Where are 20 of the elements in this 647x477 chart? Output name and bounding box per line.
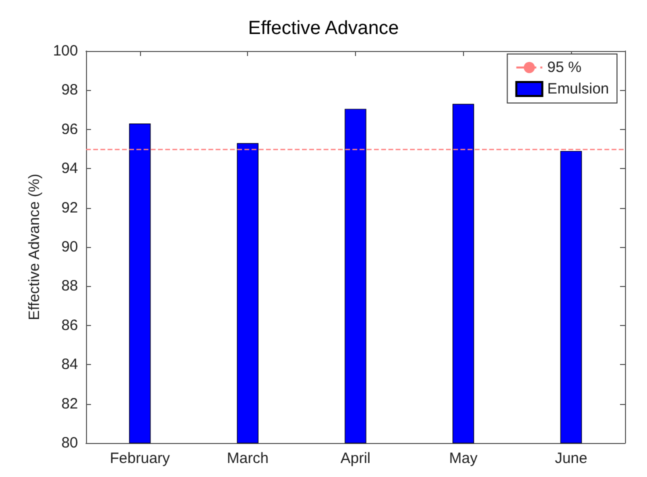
legend-label: 95 % xyxy=(547,59,582,76)
y-tick-label: 84 xyxy=(61,356,78,374)
y-tick-label: 82 xyxy=(61,395,78,412)
x-tick-label: February xyxy=(110,450,170,467)
y-tick-label: 86 xyxy=(61,316,78,334)
y-tick-label: 88 xyxy=(61,278,78,295)
chart-title: Effective Advance xyxy=(248,18,399,39)
y-tick-label: 96 xyxy=(61,120,78,138)
y-tick-label: 92 xyxy=(61,199,78,216)
x-tick-label: March xyxy=(226,450,269,467)
y-tick-label: 94 xyxy=(61,160,78,178)
y-tick-label: 80 xyxy=(61,434,78,452)
x-tick-label: April xyxy=(340,450,371,467)
y-tick-label: 100 xyxy=(52,42,78,60)
x-tick-label: June xyxy=(554,450,588,467)
x-tick-label: May xyxy=(449,450,478,467)
y-tick-label: 90 xyxy=(61,238,78,256)
legend-label: Emulsion xyxy=(547,80,610,98)
y-axis-title: Effective Advance (%) xyxy=(26,174,44,320)
y-tick-label: 98 xyxy=(61,82,78,99)
